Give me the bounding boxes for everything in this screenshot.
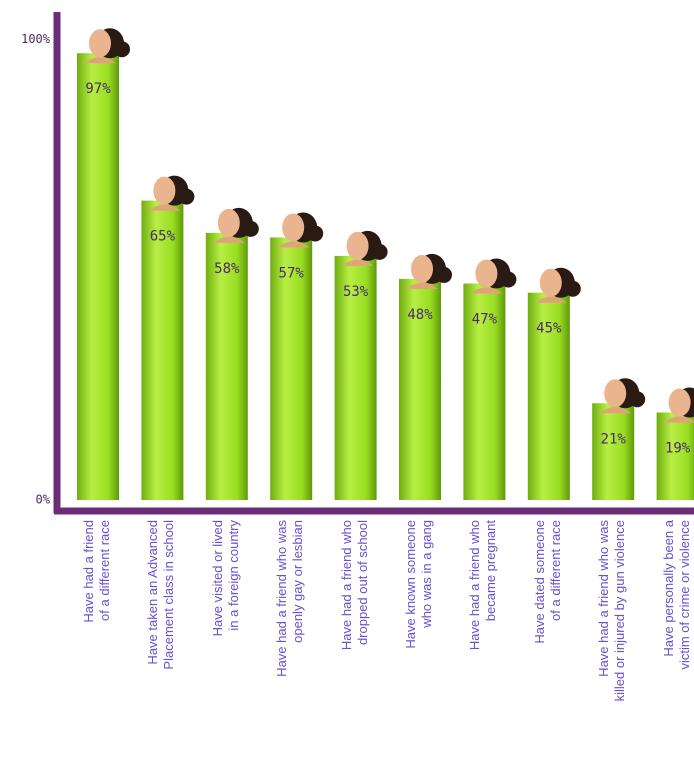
bar bbox=[463, 283, 506, 500]
face bbox=[604, 379, 627, 408]
value-label: 57% bbox=[279, 265, 305, 281]
face-icon bbox=[534, 267, 581, 303]
value-label: 58% bbox=[214, 261, 240, 277]
face bbox=[282, 213, 305, 242]
category-label: Have had a friend who was openly gay or … bbox=[274, 520, 306, 677]
shoulders bbox=[341, 259, 374, 266]
bar bbox=[270, 237, 313, 500]
value-label: 53% bbox=[343, 284, 369, 300]
category-label: Have had a friend who became pregnant bbox=[467, 520, 499, 651]
hair-bun bbox=[564, 280, 581, 297]
hair-bun bbox=[242, 220, 259, 237]
hair-bun bbox=[436, 266, 452, 283]
shoulders bbox=[277, 241, 310, 248]
category-label: Have known someone who was in a gang bbox=[403, 520, 434, 649]
face-icon bbox=[277, 212, 324, 248]
face bbox=[217, 208, 240, 237]
bar bbox=[656, 412, 694, 500]
shoulders bbox=[663, 416, 694, 423]
face-icon bbox=[148, 175, 195, 211]
face bbox=[153, 176, 176, 205]
shoulders bbox=[84, 57, 116, 64]
face bbox=[346, 231, 369, 260]
face-icon bbox=[341, 230, 388, 266]
bar bbox=[334, 255, 377, 500]
hair-bun bbox=[114, 41, 130, 58]
category-label: Have had a friend of a different race bbox=[81, 520, 112, 623]
value-label: 19% bbox=[665, 440, 691, 456]
value-label: 47% bbox=[472, 312, 498, 328]
face-icon bbox=[599, 378, 646, 414]
bar bbox=[77, 53, 119, 501]
bar bbox=[399, 278, 441, 500]
shoulders bbox=[470, 287, 503, 294]
bar bbox=[527, 292, 570, 500]
face bbox=[668, 388, 691, 417]
face bbox=[89, 29, 111, 58]
bar bbox=[141, 200, 184, 501]
value-label: 65% bbox=[150, 229, 176, 245]
face-icon bbox=[406, 253, 452, 289]
hair-bun bbox=[629, 391, 646, 408]
bar bbox=[205, 232, 248, 501]
value-label: 21% bbox=[601, 431, 627, 447]
shoulders bbox=[534, 296, 567, 303]
y-tick-label: 100% bbox=[21, 32, 51, 46]
hair-bun bbox=[500, 271, 517, 288]
y-tick-label: 0% bbox=[36, 493, 51, 507]
shoulders bbox=[148, 204, 181, 211]
face-icon bbox=[470, 258, 517, 294]
value-label: 97% bbox=[85, 81, 111, 97]
hair-bun bbox=[307, 225, 324, 242]
shoulders bbox=[599, 407, 632, 414]
hair-bun bbox=[371, 243, 388, 260]
hair-bun bbox=[178, 188, 195, 205]
face-icon bbox=[84, 28, 130, 64]
category-label: Have visited or lived in a foreign count… bbox=[209, 520, 241, 637]
category-label: Have had a friend who was killed or inju… bbox=[596, 520, 628, 702]
value-label: 48% bbox=[407, 307, 433, 323]
face bbox=[411, 254, 433, 283]
category-label: Have had a friend who dropped out of sch… bbox=[338, 520, 370, 651]
category-label: Have dated someone of a different race bbox=[531, 520, 563, 644]
category-label: Have personally been a victim of crime o… bbox=[660, 520, 692, 670]
value-label: 45% bbox=[536, 321, 562, 337]
face-icon bbox=[663, 387, 694, 423]
face bbox=[539, 268, 562, 297]
face bbox=[475, 259, 498, 288]
shoulders bbox=[212, 236, 245, 243]
category-label: Have taken an Advanced Placement class i… bbox=[145, 520, 177, 670]
face-icon bbox=[212, 207, 259, 243]
bar bbox=[592, 403, 635, 500]
shoulders bbox=[406, 282, 438, 289]
